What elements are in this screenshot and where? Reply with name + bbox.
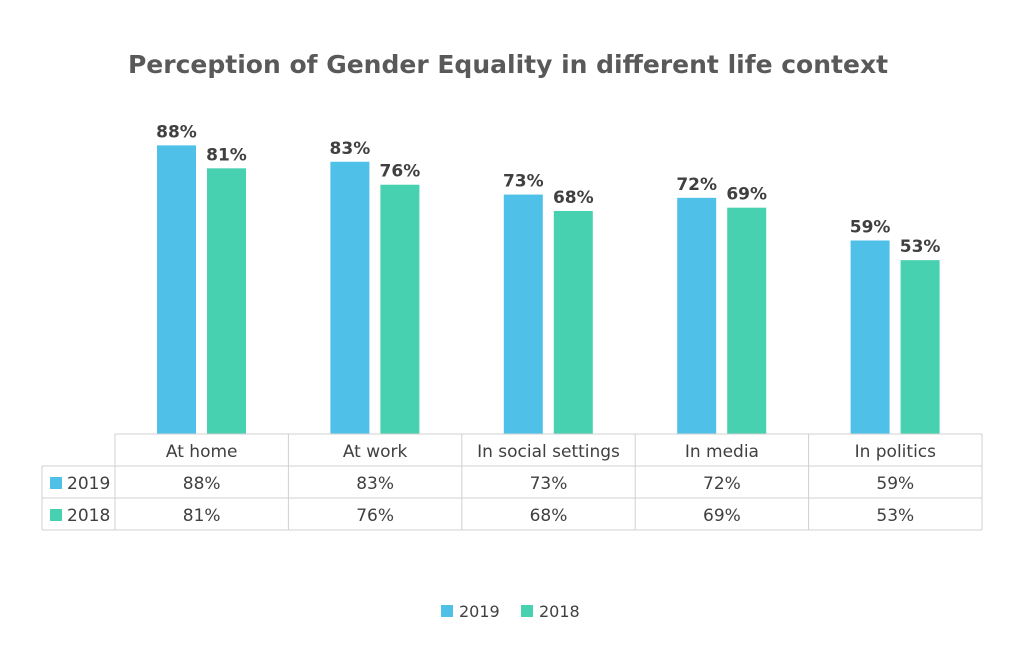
table-cell-2018-1: 76%	[356, 506, 394, 526]
table-header-2: In social settings	[477, 442, 620, 462]
bar-2019-1	[330, 161, 370, 434]
table-cell-2018-2: 68%	[530, 506, 568, 526]
table-header-1: At work	[343, 442, 408, 462]
table-cell-2019-3: 72%	[703, 474, 741, 494]
data-label-2019-3: 72%	[676, 175, 717, 195]
table-cell-2019-0: 88%	[183, 474, 221, 494]
data-label-2018-4: 53%	[900, 237, 941, 257]
table-legend-key-2019	[50, 477, 62, 489]
table-row-label-2018: 2018	[67, 506, 110, 526]
chart-title: Perception of Gender Equality in differe…	[128, 50, 888, 79]
legend-swatch-2019	[441, 605, 453, 617]
bar-2018-3	[727, 207, 767, 434]
table-header-3: In media	[685, 442, 759, 462]
table-cell-2018-0: 81%	[183, 506, 221, 526]
data-labels-group: 88% 81% 83% 76% 73% 68% 72% 69% 59% 53%	[156, 122, 940, 257]
bar-2019-3	[677, 197, 717, 434]
bar-2019-2	[503, 194, 543, 434]
data-label-2018-0: 81%	[206, 145, 247, 165]
data-table: At home At work In social settings In media…	[41, 433, 983, 531]
bar-2018-0	[207, 168, 246, 434]
table-cell-2018-3: 69%	[703, 506, 741, 526]
table-header-4: In politics	[855, 442, 937, 462]
table-row-label-2019: 2019	[67, 474, 110, 494]
data-label-2019-4: 59%	[850, 217, 891, 237]
bar-2019-0	[157, 145, 196, 435]
data-label-2019-2: 73%	[503, 172, 544, 192]
legend-swatch-2018	[521, 605, 533, 617]
table-header-0: At home	[166, 442, 238, 462]
table-cell-2018-4: 53%	[876, 506, 914, 526]
legend: 2019 2018	[441, 602, 580, 621]
bar-2018-4	[900, 260, 940, 434]
table-cell-2019-2: 73%	[530, 474, 568, 494]
table-legend-key-2018	[50, 509, 62, 521]
table-cell-2019-4: 59%	[876, 474, 914, 494]
bars-group	[157, 145, 940, 435]
data-label-2019-0: 88%	[156, 122, 197, 142]
data-label-2018-1: 76%	[380, 162, 421, 182]
data-label-2018-2: 68%	[553, 188, 594, 208]
data-label-2019-1: 83%	[330, 139, 371, 159]
bar-2019-4	[850, 240, 890, 434]
bar-2018-2	[553, 210, 593, 434]
data-label-2018-3: 69%	[726, 185, 767, 205]
bar-2018-1	[380, 184, 420, 434]
legend-label-2018: 2018	[539, 602, 580, 621]
table-cell-2019-1: 83%	[356, 474, 394, 494]
legend-label-2019: 2019	[459, 602, 500, 621]
